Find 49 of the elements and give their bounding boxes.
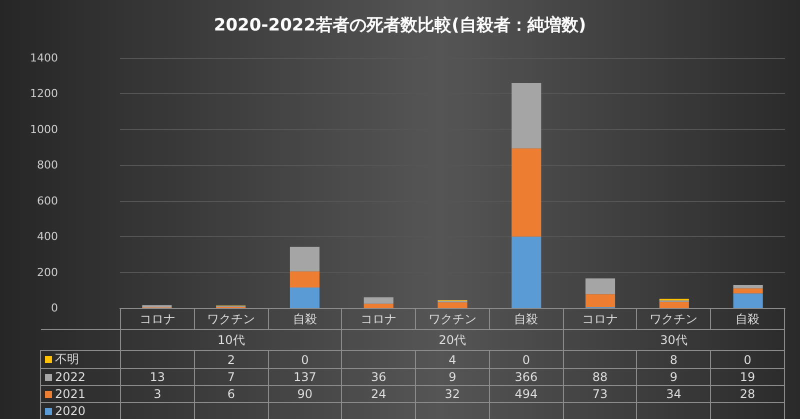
text: 10代 <box>120 330 342 350</box>
legend-label: 2021 <box>40 386 120 402</box>
x-tick-label: 自殺 <box>268 308 342 330</box>
data-label: 4 <box>416 350 490 368</box>
data-label: 28 <box>710 386 784 402</box>
x-tick-label: コロナ <box>120 308 194 330</box>
x-tick-label: ワクチン <box>636 308 711 330</box>
data-label: 6 <box>194 386 268 402</box>
data-label: 32 <box>416 386 490 402</box>
data-label: 24 <box>342 386 416 402</box>
data-label: 36 <box>342 368 416 386</box>
data-label: 9 <box>416 368 490 386</box>
y-tick-label: 1000 <box>30 122 58 136</box>
y-tick-label: 200 <box>37 266 58 279</box>
data-label: 8 <box>636 350 711 368</box>
legend-label: 2022 <box>40 368 120 386</box>
x-tick-label: 自殺 <box>489 308 564 330</box>
y-tick-label: 0 <box>51 302 58 314</box>
legend-label: 不明 <box>40 350 120 368</box>
x-tick-label: 自殺 <box>710 308 784 330</box>
data-label: 73 <box>563 386 637 402</box>
data-label: 34 <box>636 386 711 402</box>
data-label: 3 <box>120 386 194 402</box>
data-label: 88 <box>563 368 637 386</box>
data-label: 2 <box>194 350 268 368</box>
data-label: 7 <box>194 368 268 386</box>
legend-label: 2020 <box>40 402 120 419</box>
data-label: 137 <box>268 368 342 386</box>
data-label: 494 <box>489 386 564 402</box>
data-label: 0 <box>489 350 564 368</box>
y-tick-label: 1400 <box>30 52 58 64</box>
y-tick-label: 1200 <box>30 87 58 100</box>
chart-title: 2020-2022若者の死者数比較(自殺者：純増数) <box>214 14 586 36</box>
data-label: 9 <box>636 368 711 386</box>
data-label: 90 <box>268 386 342 402</box>
data-label: 0 <box>710 350 784 368</box>
y-tick-label: 800 <box>37 158 58 172</box>
y-tick-label: 600 <box>37 194 58 208</box>
data-label: 366 <box>489 368 564 386</box>
data-label: 0 <box>268 350 342 368</box>
x-tick-label: ワクチン <box>416 308 490 330</box>
x-tick-label: ワクチン <box>194 308 268 330</box>
data-label: 19 <box>710 368 784 386</box>
text: 20代 <box>342 330 564 350</box>
text: 30代 <box>563 330 784 350</box>
data-label: 13 <box>120 368 194 386</box>
y-tick-label: 400 <box>37 230 58 244</box>
x-tick-label: コロナ <box>563 308 637 330</box>
x-tick-label: コロナ <box>342 308 416 330</box>
